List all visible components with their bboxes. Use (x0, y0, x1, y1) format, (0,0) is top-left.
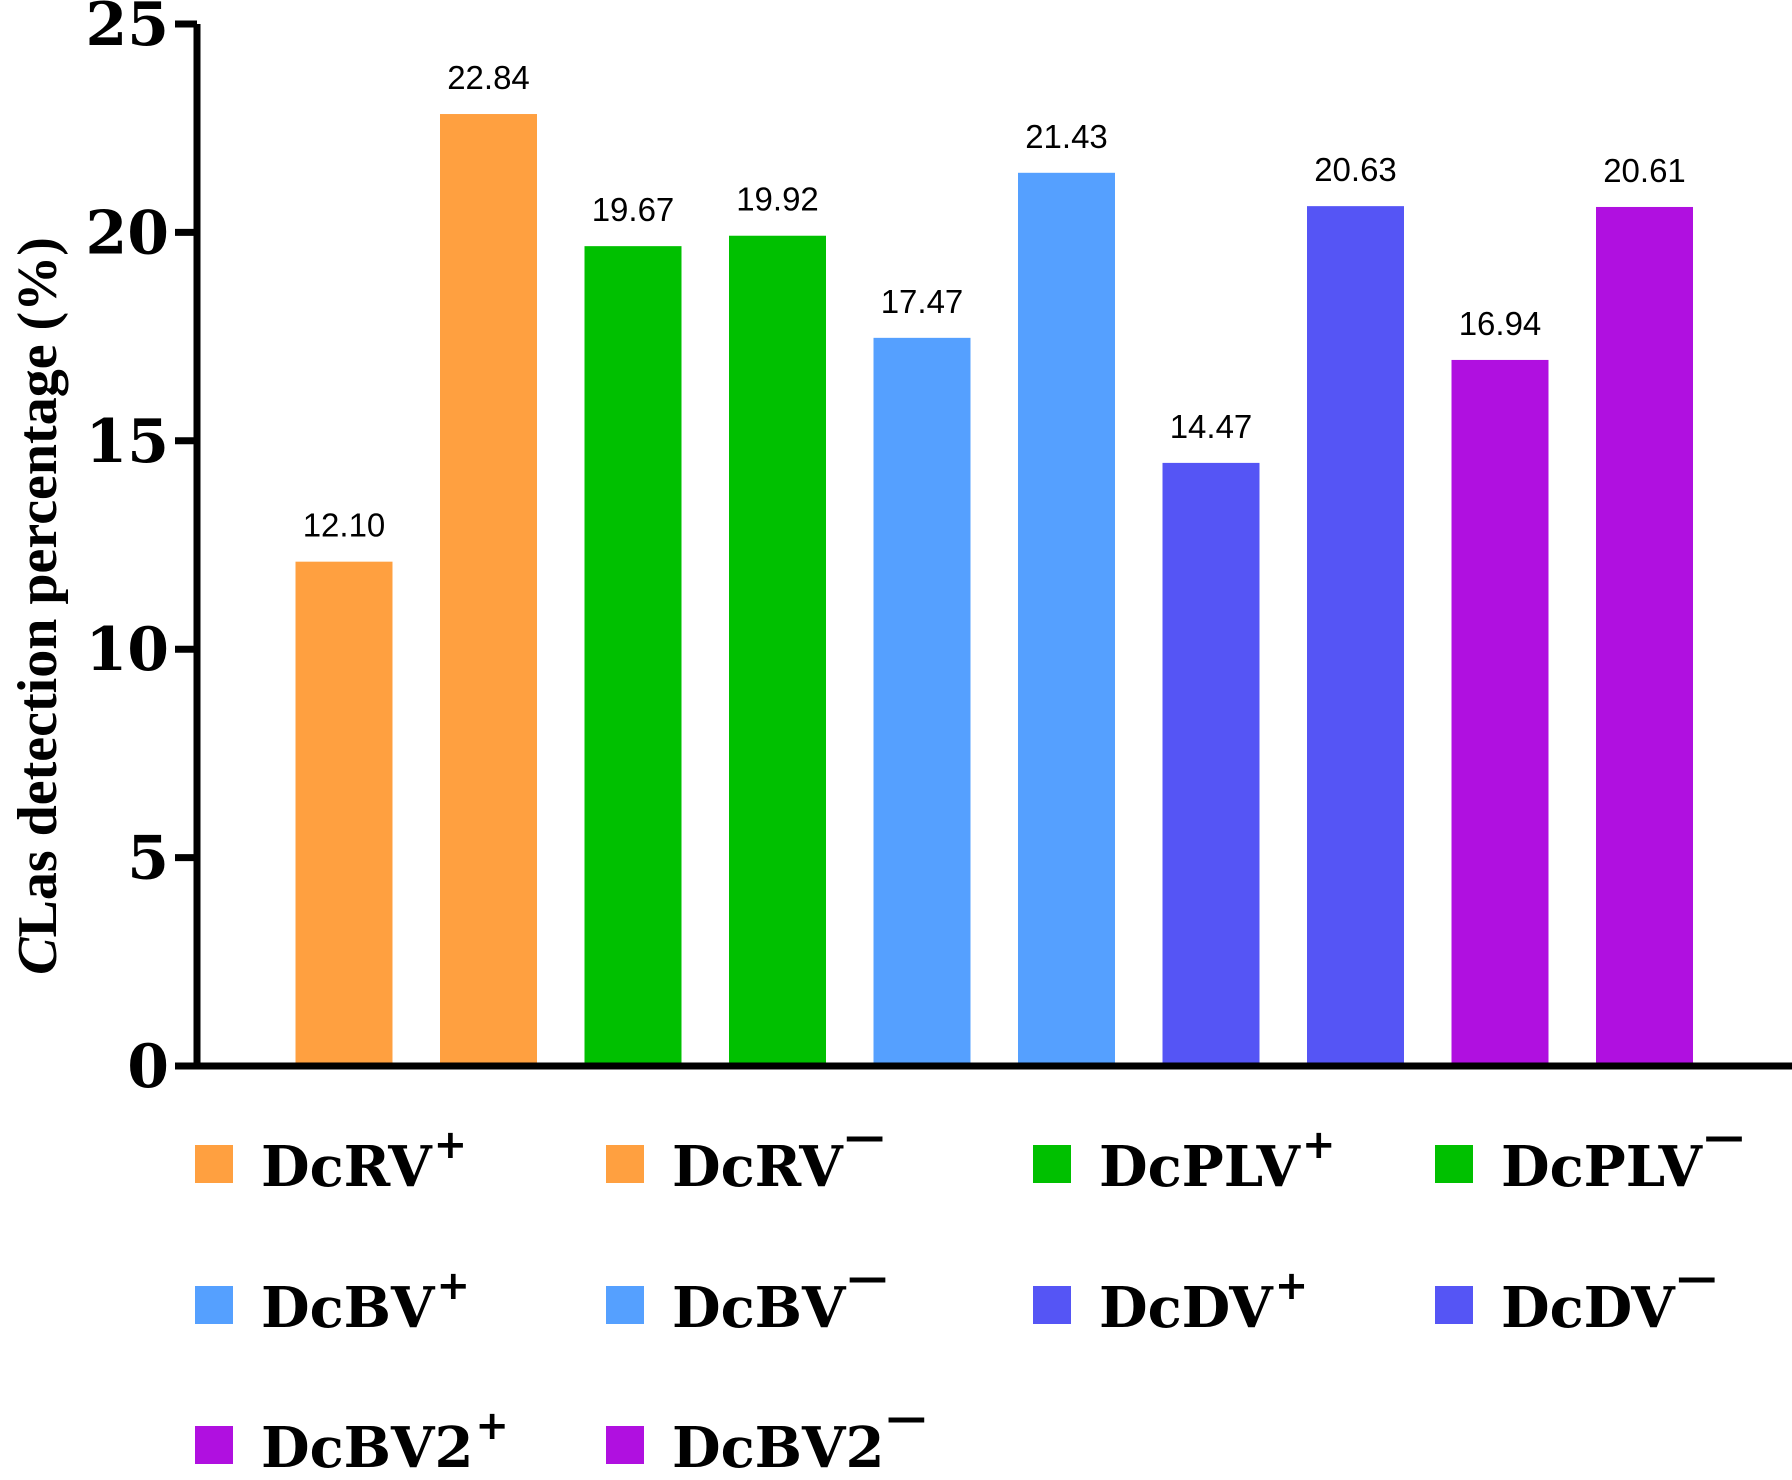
data-label: 17.47 (881, 283, 964, 320)
legend-item: DcBV— (606, 1255, 887, 1341)
legend-item: DcBV+ (195, 1263, 470, 1341)
legend-label: DcDV— (1501, 1255, 1717, 1341)
data-label: 14.47 (1170, 408, 1253, 445)
bar (1596, 206, 1693, 1066)
data-label: 19.92 (736, 181, 819, 218)
legend-label: DcBV+ (261, 1263, 470, 1341)
y-tick-label: 0 (127, 1032, 169, 1102)
legend-label: DcBV— (672, 1255, 887, 1341)
bar (584, 246, 682, 1066)
legend-label-base: DcBV2 (672, 1415, 884, 1480)
legend-item: DcBV2+ (195, 1403, 509, 1480)
legend-label-base: DcPLV (1099, 1134, 1302, 1200)
legend-label-sup: + (1302, 1122, 1336, 1168)
axes (193, 24, 1792, 1070)
y-tick-label: 20 (86, 198, 170, 268)
data-label: 20.63 (1314, 151, 1397, 188)
bars (295, 114, 1693, 1067)
bar (295, 561, 393, 1066)
legend-swatch (1435, 1286, 1473, 1324)
legend-label: DcPLV— (1501, 1114, 1744, 1200)
data-labels: 12.10 22.84 19.67 19.92 17.47 21.43 14.47 20.63… (303, 59, 1686, 544)
legend-label-sup: + (436, 1263, 470, 1309)
legend-swatch (606, 1145, 644, 1183)
legend-label-sup: — (1677, 1255, 1717, 1301)
bar (1307, 206, 1404, 1066)
legend-swatch (606, 1426, 644, 1464)
legend-item: DcDV+ (1033, 1263, 1308, 1341)
legend: DcRV+ DcRV— DcPLV+ DcPLV—DcBV+ DcBV— DcDV+ DcD… (195, 1114, 1744, 1480)
legend-label-base: DcRV (672, 1134, 844, 1200)
svg-text:CLas detection percentage (%): CLas detection percentage (%) (7, 237, 69, 975)
legend-label-sup: + (1275, 1263, 1309, 1309)
legend-label-sup: + (434, 1122, 468, 1168)
legend-label-base: DcRV (261, 1134, 433, 1200)
bar (1451, 359, 1549, 1066)
legend-label-sup: — (845, 1114, 885, 1160)
y-axis-ticks: 0 5 10 15 20 25 (86, 0, 197, 1102)
legend-item: DcDV— (1435, 1255, 1717, 1341)
legend-label-sup: — (886, 1395, 926, 1441)
y-tick-label: 25 (86, 0, 170, 60)
legend-item: DcRV+ (195, 1122, 467, 1200)
legend-swatch (1435, 1145, 1473, 1183)
bar (1018, 172, 1115, 1066)
data-label: 16.94 (1459, 305, 1542, 342)
legend-label: DcPLV+ (1099, 1122, 1335, 1200)
legend-label-base: DcBV2 (261, 1415, 473, 1480)
bar (729, 235, 826, 1067)
y-tick-label: 15 (86, 407, 170, 477)
data-label: 21.43 (1025, 118, 1108, 155)
legend-swatch (1033, 1286, 1071, 1324)
legend-item: DcPLV— (1435, 1114, 1744, 1200)
y-axis-label: CLas detection percentage (%) (7, 237, 69, 975)
legend-swatch (606, 1286, 644, 1324)
legend-label-base: DcDV (1099, 1275, 1274, 1341)
data-label: 19.67 (592, 191, 675, 228)
legend-item: DcBV2— (606, 1395, 926, 1480)
legend-label: DcRV+ (261, 1122, 467, 1200)
legend-swatch (1033, 1145, 1071, 1183)
legend-swatch (195, 1426, 233, 1464)
legend-label: DcDV+ (1099, 1263, 1308, 1341)
y-axis-label-text: Las detection percentage (%) (7, 237, 69, 937)
legend-label-base: DcBV (261, 1275, 436, 1341)
legend-label: DcBV2+ (261, 1403, 509, 1480)
legend-label-sup: — (847, 1255, 887, 1301)
y-tick-label: 5 (127, 824, 169, 894)
bar (873, 337, 971, 1066)
legend-label: DcRV— (672, 1114, 885, 1200)
data-label: 22.84 (447, 59, 530, 96)
bar (1162, 462, 1260, 1067)
data-label: 20.61 (1603, 152, 1686, 189)
legend-label-sup: + (475, 1403, 509, 1449)
y-tick-label: 10 (86, 615, 170, 685)
legend-label-base: DcDV (1501, 1275, 1676, 1341)
legend-label-sup: — (1704, 1114, 1744, 1160)
legend-item: DcPLV+ (1033, 1122, 1335, 1200)
legend-label-base: DcPLV (1501, 1134, 1704, 1200)
bar (440, 114, 537, 1066)
legend-swatch (195, 1145, 233, 1183)
legend-label: DcBV2— (672, 1395, 926, 1480)
legend-swatch (195, 1286, 233, 1324)
data-label: 12.10 (303, 507, 386, 544)
y-axis-label-italic: C (7, 937, 69, 975)
legend-label-base: DcBV (672, 1275, 847, 1341)
legend-item: DcRV— (606, 1114, 885, 1200)
